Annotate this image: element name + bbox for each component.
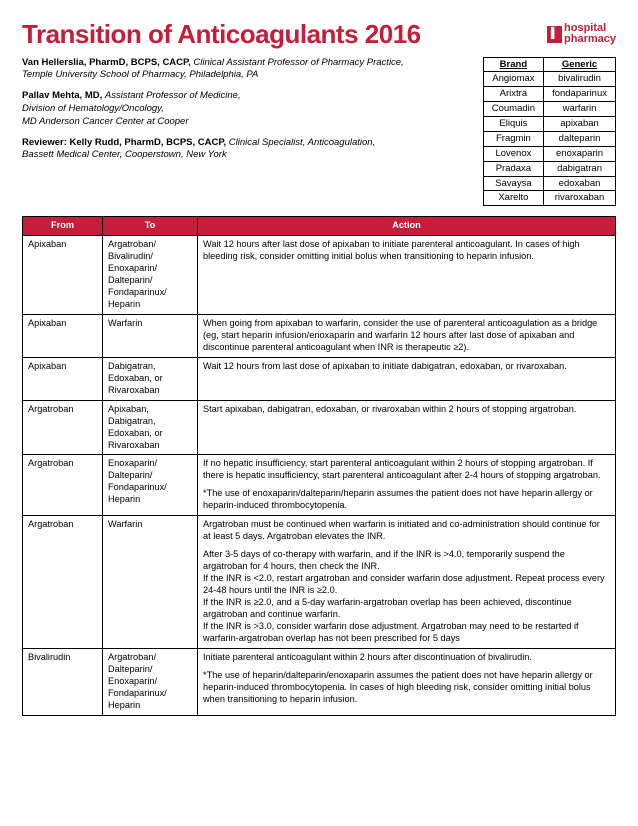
author-entry: Pallav Mehta, MD, Assistant Professor of… bbox=[22, 90, 471, 128]
transition-table: FromToAction ApixabanArgatroban/Bivaliru… bbox=[22, 216, 616, 715]
brand-row: Coumadinwarfarin bbox=[483, 102, 615, 117]
author-entry: Van Hellerslia, PharmD, BCPS, CACP, Clin… bbox=[22, 57, 471, 83]
table-row: ApixabanArgatroban/Bivalirudin/Enoxapari… bbox=[23, 236, 616, 315]
cell-action: Start apixaban, dabigatran, edoxaban, or… bbox=[198, 400, 616, 455]
table-row: ArgatrobanEnoxaparin/Dalteparin/Fondapar… bbox=[23, 455, 616, 516]
cell-from: Argatroban bbox=[23, 516, 103, 649]
cell-from: Argatroban bbox=[23, 400, 103, 455]
brand-row: Lovenoxenoxaparin bbox=[483, 146, 615, 161]
cell-to: Argatroban/Bivalirudin/Enoxaparin/Daltep… bbox=[103, 236, 198, 315]
cell-to: Dabigatran, Edoxaban, or Rivaroxaban bbox=[103, 357, 198, 400]
top-section: Van Hellerslia, PharmD, BCPS, CACP, Clin… bbox=[22, 57, 616, 207]
cell-action: Argatroban must be continued when warfar… bbox=[198, 516, 616, 649]
page-title: Transition of Anticoagulants 2016 bbox=[22, 18, 421, 51]
cell-from: Apixaban bbox=[23, 314, 103, 357]
cell-action: When going from apixaban to warfarin, co… bbox=[198, 314, 616, 357]
cell-from: Argatroban bbox=[23, 455, 103, 516]
table-row: ArgatrobanWarfarinArgatroban must be con… bbox=[23, 516, 616, 649]
author-entry: Reviewer: Kelly Rudd, PharmD, BCPS, CACP… bbox=[22, 137, 471, 163]
table-row: ArgatrobanApixaban, Dabigatran, Edoxaban… bbox=[23, 400, 616, 455]
header-row: Transition of Anticoagulants 2016 ▌ hosp… bbox=[22, 18, 616, 51]
brand-row: Savaysaedoxaban bbox=[483, 176, 615, 191]
table-row: ApixabanWarfarinWhen going from apixaban… bbox=[23, 314, 616, 357]
main-header: To bbox=[103, 217, 198, 236]
cell-from: Apixaban bbox=[23, 357, 103, 400]
cell-to: Apixaban, Dabigatran, Edoxaban, or Rivar… bbox=[103, 400, 198, 455]
authors-block: Van Hellerslia, PharmD, BCPS, CACP, Clin… bbox=[22, 57, 471, 207]
table-row: BivalirudinArgatroban/Dalteparin/Enoxapa… bbox=[23, 648, 616, 715]
brand-row: Eliquisapixaban bbox=[483, 117, 615, 132]
brand-header: Generic bbox=[544, 57, 616, 72]
brand-row: Fragmindalteparin bbox=[483, 131, 615, 146]
main-header: Action bbox=[198, 217, 616, 236]
logo-word-2: pharmacy bbox=[564, 34, 616, 45]
main-header: From bbox=[23, 217, 103, 236]
logo: ▌ hospital pharmacy bbox=[547, 23, 616, 45]
brand-row: Xareltorivaroxaban bbox=[483, 191, 615, 206]
table-row: ApixabanDabigatran, Edoxaban, or Rivarox… bbox=[23, 357, 616, 400]
brand-generic-table: BrandGeneric AngiomaxbivalirudinArixtraf… bbox=[483, 57, 616, 207]
cell-to: Warfarin bbox=[103, 516, 198, 649]
cell-to: Warfarin bbox=[103, 314, 198, 357]
cell-from: Bivalirudin bbox=[23, 648, 103, 715]
brand-row: Angiomaxbivalirudin bbox=[483, 72, 615, 87]
cell-action: Initiate parenteral anticoagulant within… bbox=[198, 648, 616, 715]
cell-action: Wait 12 hours from last dose of apixaban… bbox=[198, 357, 616, 400]
cell-action: Wait 12 hours after last dose of apixaba… bbox=[198, 236, 616, 315]
brand-header: Brand bbox=[483, 57, 543, 72]
brand-row: Pradaxadabigatran bbox=[483, 161, 615, 176]
cell-to: Enoxaparin/Dalteparin/Fondaparinux/Hepar… bbox=[103, 455, 198, 516]
cell-to: Argatroban/Dalteparin/Enoxaparin/Fondapa… bbox=[103, 648, 198, 715]
cell-action: If no hepatic insufficiency, start paren… bbox=[198, 455, 616, 516]
cell-from: Apixaban bbox=[23, 236, 103, 315]
logo-bar-icon: ▌ bbox=[547, 26, 562, 43]
brand-row: Arixtrafondaparinux bbox=[483, 87, 615, 102]
